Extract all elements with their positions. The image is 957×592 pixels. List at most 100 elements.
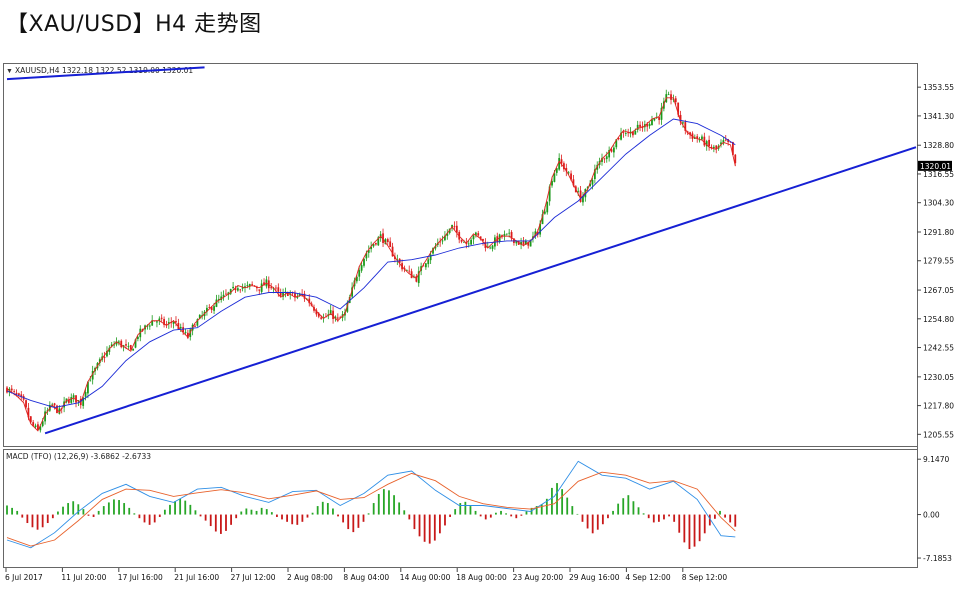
candle-body [560, 159, 563, 164]
candle-body [270, 287, 273, 289]
macd-bar [525, 511, 528, 515]
candle-body [508, 232, 511, 234]
candle-body [548, 186, 551, 202]
candle-body [698, 139, 701, 141]
candle-body [87, 381, 89, 394]
macd-bar [596, 514, 599, 530]
macd-tick-label: 0.00 [923, 511, 940, 520]
candle-body [584, 189, 587, 198]
macd-bar [678, 514, 681, 533]
macd-bar [245, 508, 248, 515]
candle-body [615, 139, 618, 148]
candle-body [529, 239, 532, 247]
candle-body [172, 321, 175, 324]
candle-body [605, 156, 608, 160]
candle-body [479, 236, 482, 240]
candle-body [384, 239, 387, 245]
macd-bar [388, 490, 390, 515]
macd-bar [576, 513, 579, 515]
candle-body [670, 94, 672, 100]
candle-body [617, 138, 620, 140]
macd-bar [622, 498, 625, 515]
candle-body [577, 190, 580, 192]
macd-bar [464, 501, 467, 515]
candle-body [294, 293, 296, 298]
candle-body [658, 117, 661, 120]
candle-body [375, 243, 377, 245]
candle-body [563, 163, 565, 170]
candle-body [317, 313, 320, 317]
candle-body [275, 287, 277, 289]
current-price-box [918, 160, 952, 171]
macd-bar [469, 506, 472, 515]
macd-bar [97, 510, 100, 515]
candle-body [239, 289, 242, 291]
candle-body [463, 241, 465, 243]
candle-body [222, 294, 225, 297]
macd-bar [393, 495, 395, 515]
macd-tick-label: 9.1470 [923, 455, 949, 464]
macd-bar [72, 501, 75, 515]
candle-body [198, 314, 201, 319]
candle-body [489, 247, 492, 249]
candle-body [67, 399, 70, 403]
candle-body [177, 322, 180, 330]
candle-body [365, 253, 368, 259]
candle-body [258, 289, 261, 291]
candle-body [503, 234, 506, 237]
price-header: XAUUSD,H4 1322.18 1322.52 1319.00 1320.0… [15, 66, 193, 75]
macd-bar [673, 514, 676, 522]
macd-bar [586, 514, 589, 529]
header-triangle-icon[interactable]: ▼ [6, 68, 13, 75]
macd-bar [566, 497, 569, 515]
candle-body [248, 284, 251, 286]
macd-bar [230, 514, 232, 525]
macd-bar [102, 506, 105, 515]
candle-body [589, 183, 591, 187]
candle-body [298, 294, 301, 296]
macd-bar [342, 514, 345, 523]
candle-body [708, 139, 710, 147]
candle-body [182, 327, 185, 333]
macd-bar [41, 514, 44, 528]
candle-body [156, 321, 158, 323]
macd-bar [301, 514, 304, 522]
macd-bar [657, 514, 660, 522]
candle-body [108, 347, 111, 352]
macd-bar [444, 514, 446, 526]
candle-body [363, 258, 365, 266]
candle-body [520, 242, 522, 245]
candle-body [453, 226, 456, 228]
macd-bar [617, 503, 620, 515]
candle-body [217, 298, 220, 300]
macd-bar [372, 503, 375, 515]
candle-body [303, 293, 306, 299]
candle-body [660, 107, 663, 120]
candle-body [208, 307, 211, 309]
candle-body [439, 241, 442, 243]
macd-bar [26, 514, 29, 524]
candle-body [389, 241, 392, 248]
candle-body [58, 408, 61, 414]
candle-body [360, 265, 363, 271]
macd-bar [520, 514, 523, 516]
macd-bar [286, 514, 289, 522]
macd-bar [637, 507, 640, 515]
macd-line [6, 460, 736, 549]
macd-bar [556, 483, 558, 515]
macd-bar [255, 510, 258, 515]
macd-bar [214, 514, 217, 532]
macd-bar [179, 498, 182, 515]
macd-bar [540, 504, 543, 515]
candle-body [677, 102, 680, 115]
macd-bar [174, 501, 176, 515]
candle-body [679, 114, 682, 123]
candle-body [291, 292, 294, 294]
candle-body [251, 284, 254, 285]
macd-bar [581, 514, 584, 522]
price-tick-label: 1353.55 [923, 83, 954, 92]
macd-bar [398, 502, 401, 515]
candle-body [153, 320, 156, 322]
macd-bar [714, 514, 716, 519]
candle-body [15, 392, 18, 395]
